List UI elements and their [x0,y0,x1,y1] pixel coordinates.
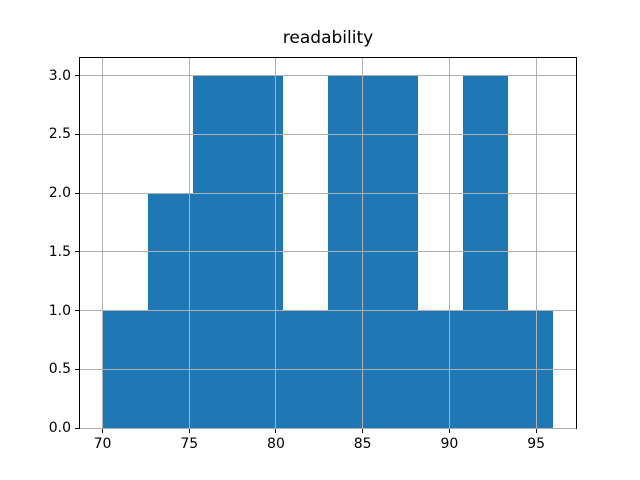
grid-line-vertical [102,58,104,428]
grid-line-horizontal [80,368,576,370]
y-tick-mark [75,251,79,253]
x-tick-mark [102,429,104,433]
grid-line-vertical [535,58,537,428]
grid-layer [80,58,576,429]
x-tick-label: 90 [440,436,459,452]
y-tick-label: 2.5 [48,126,71,143]
grid-line-horizontal [80,251,576,253]
x-tick-mark [535,429,537,433]
x-tick-label: 95 [527,436,546,452]
y-tick-mark [75,192,79,194]
grid-line-vertical [275,58,277,428]
y-tick-label: 1.0 [48,302,71,319]
x-tick-label: 85 [353,436,372,452]
y-tick-mark [75,368,79,370]
y-tick-mark [75,427,79,429]
grid-line-horizontal [80,75,576,77]
grid-line-vertical [448,58,450,428]
y-tick-label: 0.0 [48,420,71,436]
x-tick-mark [362,429,364,433]
x-tick-mark [448,429,450,433]
y-tick-label: 2.0 [48,185,71,202]
grid-line-horizontal [80,427,576,429]
y-tick-mark [75,133,79,135]
y-tick-label: 0.5 [48,361,71,378]
y-tick-mark [75,75,79,77]
plot-area [79,57,577,429]
x-tick-label: 70 [93,436,112,452]
x-tick-label: 75 [180,436,199,452]
grid-line-vertical [188,58,190,428]
y-tick-label: 3.0 [48,67,71,84]
chart-title: readability [282,28,374,48]
grid-line-horizontal [80,192,576,194]
y-tick-label: 1.5 [48,243,71,260]
grid-line-vertical [362,58,364,428]
grid-line-horizontal [80,133,576,135]
x-tick-mark [188,429,190,433]
grid-line-horizontal [80,310,576,312]
x-tick-label: 80 [267,436,285,452]
x-tick-mark [275,429,277,433]
y-tick-mark [75,310,79,312]
